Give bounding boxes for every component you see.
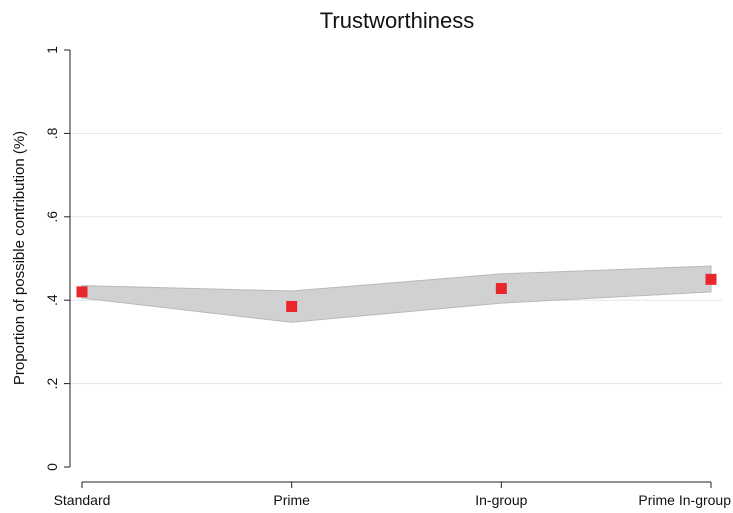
- x-tick-label: Prime In-group: [638, 492, 731, 508]
- y-tick-label: .2: [44, 378, 60, 390]
- x-tick-label: Prime: [273, 492, 310, 508]
- x-tick-label: Standard: [54, 492, 111, 508]
- data-point-marker: [705, 273, 717, 285]
- data-markers: [76, 273, 717, 312]
- y-tick-label: 0: [44, 463, 60, 471]
- y-tick-label: .6: [44, 211, 60, 223]
- y-tick-label: 1: [44, 46, 60, 54]
- data-point-marker: [286, 300, 298, 312]
- axes: 0 .2 .4 .6 .8 1 Standard Prime In-group Prime In-…: [44, 46, 731, 508]
- data-point-marker: [495, 283, 507, 295]
- chart-title: Trustworthiness: [320, 8, 474, 33]
- y-tick-label: .4: [44, 294, 60, 306]
- y-axis-label: Proportion of possible contribution (%): [11, 131, 28, 385]
- data-point-marker: [76, 286, 88, 298]
- x-tick-label: In-group: [475, 492, 527, 508]
- y-tick-label: .8: [44, 127, 60, 139]
- confidence-band: [81, 265, 712, 323]
